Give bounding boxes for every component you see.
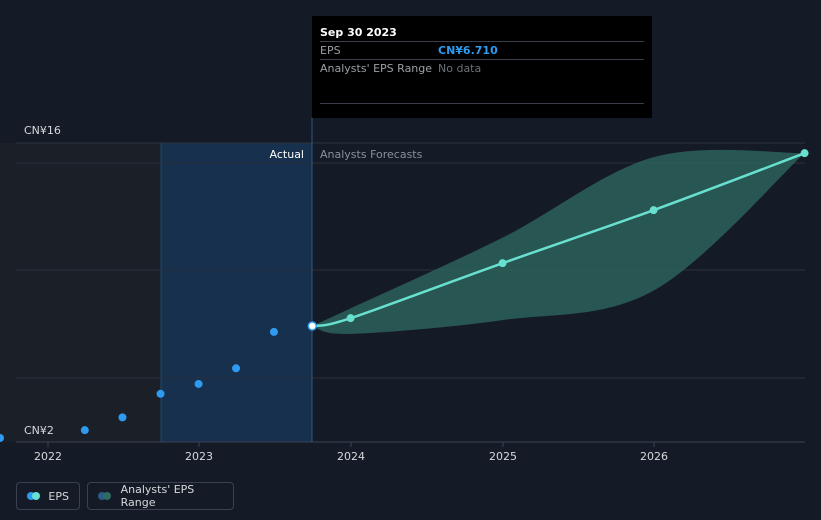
tooltip-range-row: Analysts' EPS Range No data	[320, 59, 644, 77]
eps-actual-point[interactable]	[269, 327, 278, 336]
eps-actual-point[interactable]	[118, 413, 127, 422]
eps-actual-point[interactable]	[232, 364, 241, 373]
eps-forecast-point[interactable]	[346, 314, 355, 323]
x-tick-label: 2026	[640, 450, 668, 463]
region-label-forecast: Analysts Forecasts	[320, 148, 423, 161]
y-tick-label-top: CN¥16	[24, 124, 61, 137]
eps-forecast-point[interactable]	[498, 259, 507, 268]
tooltip-eps-row: EPS CN¥6.710	[320, 41, 644, 59]
eps-actual-point[interactable]	[194, 379, 203, 388]
x-tick-label: 2022	[34, 450, 62, 463]
tooltip-range-value: No data	[438, 62, 482, 75]
tooltip-eps-label: EPS	[320, 44, 341, 57]
legend-eps-label: EPS	[48, 489, 69, 503]
legend-eps-button[interactable]: EPS	[16, 482, 80, 510]
past-region-shade	[0, 143, 161, 442]
eps-actual-point[interactable]	[80, 426, 89, 435]
tooltip: Sep 30 2023 EPS CN¥6.710 Analysts' EPS R…	[312, 16, 652, 118]
legend-eps-swatch-icon	[27, 492, 40, 500]
tooltip-eps-value: CN¥6.710	[438, 44, 498, 57]
x-tick-label: 2023	[185, 450, 213, 463]
actual-region-highlight	[161, 143, 312, 442]
x-tick-label: 2024	[337, 450, 365, 463]
tooltip-divider	[320, 103, 644, 104]
eps-actual-point[interactable]	[0, 434, 4, 442]
eps-forecast-point[interactable]	[649, 206, 658, 215]
x-tick-label: 2025	[489, 450, 517, 463]
region-label-actual: Actual	[270, 148, 304, 161]
tooltip-range-label: Analysts' EPS Range	[320, 62, 433, 75]
eps-actual-point[interactable]	[156, 389, 165, 398]
eps-highlight-point[interactable]	[307, 321, 318, 331]
eps-forecast-point[interactable]	[800, 149, 809, 158]
legend-range-swatch-icon	[98, 492, 113, 500]
tooltip-date: Sep 30 2023	[320, 26, 397, 39]
legend-range-label: Analysts' EPS Range	[120, 483, 195, 509]
legend-range-button[interactable]: Analysts' EPS Range	[87, 482, 234, 510]
y-tick-label-bottom: CN¥2	[24, 424, 54, 437]
